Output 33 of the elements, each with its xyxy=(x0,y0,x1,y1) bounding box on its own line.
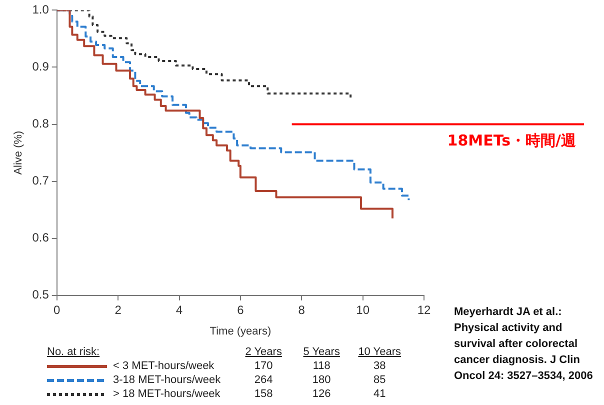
y-tick-label: 1.0 xyxy=(32,2,50,17)
y-tick-label: 0.5 xyxy=(32,288,50,302)
text: 85 xyxy=(372,373,387,387)
text: 158 xyxy=(253,387,274,401)
text: 118 xyxy=(312,359,332,373)
y-tick-label: 0.8 xyxy=(32,116,50,131)
text: No. at risk: xyxy=(46,346,101,359)
legend-label: 3-18 MET-hours/week xyxy=(112,373,222,387)
x-tick-label: 6 xyxy=(237,302,244,317)
y-tick-label: 0.7 xyxy=(32,174,50,188)
text: 5 Years xyxy=(302,346,341,359)
y-tick-label: 0.6 xyxy=(32,230,50,245)
y-tick-label: 0.9 xyxy=(32,60,50,74)
text: 2 Years xyxy=(244,346,283,359)
text: Meyerhardt JA et al.: Physical activity and survival after colorectal cancer diagnosis. J Clin Oncol 24: 3527–3534, 2006 xyxy=(454,305,594,384)
text: 264 xyxy=(253,373,274,387)
x-tick-label: 2 xyxy=(114,302,122,317)
x-tick-label: 4 xyxy=(176,302,183,317)
x-tick-label: 0 xyxy=(54,302,61,317)
x-axis-title: Time (years) xyxy=(210,325,272,338)
text: 10 Years xyxy=(357,346,402,359)
x-tick-label: 10 xyxy=(356,302,370,317)
text: 170 xyxy=(253,359,274,373)
text: 38 xyxy=(372,359,387,373)
text: 126 xyxy=(311,387,332,401)
x-tick-label: 8 xyxy=(298,302,306,317)
ref-line-label: 18METs・時間/週 xyxy=(447,132,577,150)
legend-label: < 3 MET-hours/week xyxy=(112,359,216,373)
x-tick-label: 12 xyxy=(417,302,431,317)
legend-label: > 18 MET-hours/week xyxy=(112,387,222,401)
y-axis-title: Alive (%) xyxy=(12,130,25,175)
text: 41 xyxy=(372,387,387,401)
text: 180 xyxy=(311,373,332,387)
